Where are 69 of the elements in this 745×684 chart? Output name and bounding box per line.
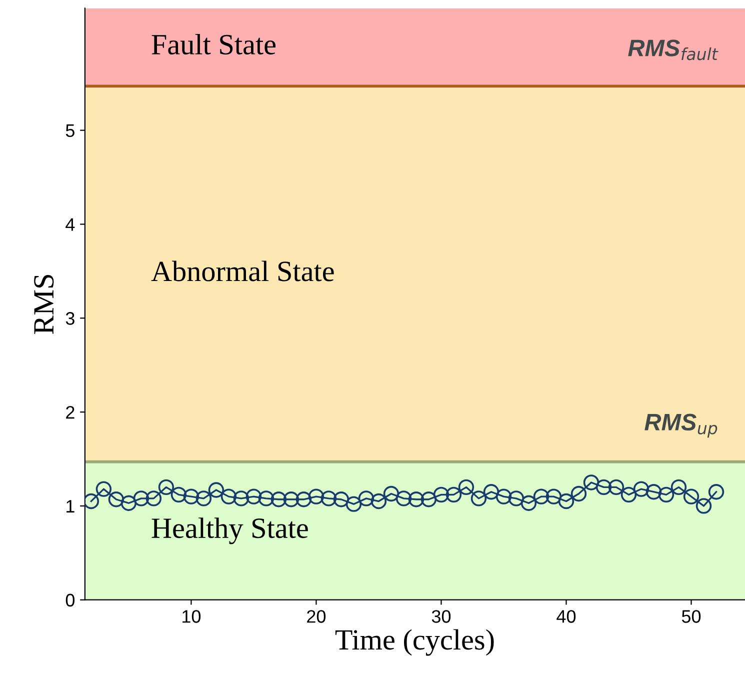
x-tick-label: 50 bbox=[682, 610, 701, 623]
point bbox=[320, 490, 337, 506]
point bbox=[670, 479, 687, 496]
point bbox=[408, 492, 424, 508]
band-label: Abnormal State bbox=[151, 260, 334, 282]
point bbox=[596, 479, 612, 496]
point bbox=[708, 484, 724, 500]
point bbox=[433, 486, 450, 503]
point bbox=[508, 490, 524, 506]
point bbox=[483, 484, 500, 500]
point bbox=[120, 495, 137, 511]
point bbox=[546, 488, 562, 504]
point bbox=[108, 492, 124, 508]
ref-line-label: RMS$_{fault}$ bbox=[628, 40, 718, 60]
point bbox=[558, 493, 574, 510]
point bbox=[370, 493, 387, 510]
point bbox=[220, 488, 237, 504]
point bbox=[270, 492, 287, 508]
point bbox=[583, 474, 600, 490]
point bbox=[658, 486, 674, 503]
point bbox=[183, 488, 200, 504]
y-tick-label: 3 bbox=[66, 312, 74, 325]
y-tick-label: 1 bbox=[66, 500, 74, 512]
point bbox=[383, 486, 400, 502]
point bbox=[446, 486, 462, 503]
x-tick-label: 30 bbox=[432, 610, 451, 623]
point bbox=[258, 490, 274, 506]
point bbox=[533, 488, 550, 504]
point bbox=[96, 481, 112, 497]
x-axis-title: Time (cycles) bbox=[335, 629, 494, 656]
band-label: Fault State bbox=[152, 34, 276, 54]
point bbox=[133, 490, 150, 506]
point bbox=[396, 490, 412, 506]
point bbox=[246, 488, 262, 504]
point bbox=[146, 490, 162, 506]
point bbox=[196, 490, 212, 506]
point bbox=[520, 495, 537, 511]
x-tick-label: 20 bbox=[307, 610, 326, 623]
x-tick-label: 10 bbox=[182, 610, 201, 623]
point bbox=[346, 496, 362, 512]
point bbox=[333, 492, 350, 508]
point bbox=[84, 493, 100, 510]
x-tick-label: 40 bbox=[556, 610, 576, 623]
point bbox=[570, 486, 587, 502]
point bbox=[170, 486, 187, 503]
point bbox=[620, 486, 637, 503]
point bbox=[308, 488, 324, 504]
point bbox=[283, 492, 300, 508]
y-tick-label: 5 bbox=[66, 124, 74, 138]
point bbox=[458, 479, 474, 496]
ref-line-label: RMS$_{up}$ bbox=[644, 414, 718, 438]
point bbox=[496, 488, 512, 504]
y-axis-title: RMS bbox=[34, 275, 54, 334]
point bbox=[208, 482, 224, 498]
point bbox=[296, 492, 312, 508]
y-tick-label: 2 bbox=[66, 406, 74, 419]
point bbox=[696, 498, 712, 514]
point bbox=[420, 492, 437, 508]
point bbox=[158, 479, 174, 496]
point bbox=[358, 490, 374, 506]
point bbox=[646, 484, 662, 500]
band-label: Healthy State bbox=[152, 518, 308, 544]
point bbox=[608, 479, 624, 496]
point bbox=[470, 490, 487, 506]
y-tick-label: 0 bbox=[66, 594, 74, 607]
point bbox=[233, 490, 250, 506]
y-tick-label: 4 bbox=[66, 218, 75, 231]
point bbox=[633, 481, 650, 497]
point bbox=[683, 488, 700, 504]
